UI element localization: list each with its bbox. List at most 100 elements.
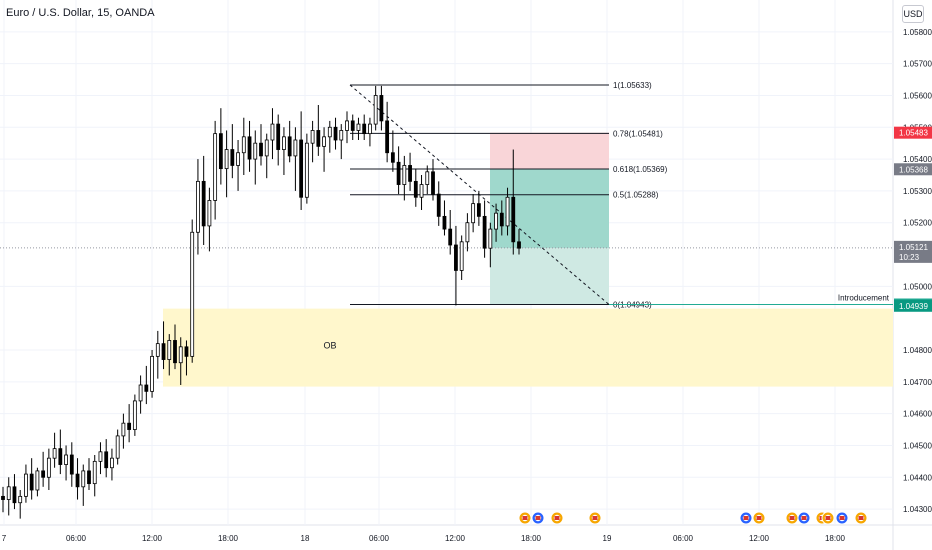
candle-body bbox=[35, 470, 40, 491]
candle-body bbox=[431, 171, 435, 195]
price-axis-panel bbox=[893, 0, 932, 550]
fib-level-label: 0.618(1.05369) bbox=[613, 165, 668, 174]
price-label-text: 1.05483 bbox=[899, 129, 928, 138]
candle-body bbox=[190, 231, 195, 357]
y-tick-label: 1.05700 bbox=[903, 60, 932, 69]
candle-body bbox=[476, 203, 481, 217]
candle-body bbox=[379, 95, 384, 122]
event-flag-stripe bbox=[535, 516, 541, 520]
event-flag-icon bbox=[752, 511, 766, 525]
candle-body bbox=[459, 241, 464, 271]
candle-body bbox=[390, 152, 395, 163]
y-tick-label: 1.04600 bbox=[903, 410, 932, 419]
candle-body bbox=[87, 470, 91, 485]
candle-body bbox=[150, 355, 154, 392]
position-filled-zone bbox=[490, 169, 609, 248]
candle-body bbox=[442, 215, 447, 230]
countdown-label: 10:23 bbox=[899, 253, 920, 262]
candle-body bbox=[52, 448, 57, 459]
candle-body bbox=[494, 212, 498, 230]
candle-body bbox=[201, 180, 206, 227]
candle-body bbox=[454, 244, 458, 271]
y-tick-label: 1.04500 bbox=[903, 441, 932, 450]
chart-title: Euro / U.S. Dollar, 15, OANDA bbox=[6, 7, 155, 19]
x-tick-label: 12:00 bbox=[749, 534, 770, 543]
candle-body bbox=[64, 454, 68, 465]
price-label-bg bbox=[894, 299, 932, 312]
candle-body bbox=[184, 346, 189, 357]
candle-body bbox=[419, 184, 424, 198]
candle-body bbox=[81, 470, 86, 488]
order-block-zone bbox=[163, 308, 893, 387]
y-tick-label: 1.05300 bbox=[903, 187, 932, 196]
event-flag-icon bbox=[821, 511, 835, 525]
candle-body bbox=[413, 180, 418, 198]
event-flag-stripe bbox=[858, 516, 864, 520]
event-flag-icon bbox=[797, 511, 811, 525]
y-tick-label: 1.04800 bbox=[903, 346, 932, 355]
event-flag-icon bbox=[854, 511, 868, 525]
candle-body bbox=[213, 133, 218, 201]
y-tick-label: 1.04700 bbox=[903, 378, 932, 387]
candle-body bbox=[402, 165, 407, 185]
candle-body bbox=[276, 123, 281, 150]
y-tick-label: 1.05800 bbox=[903, 28, 932, 37]
candle-body bbox=[517, 241, 521, 249]
event-flag-icon bbox=[785, 511, 799, 525]
candle-body bbox=[24, 473, 28, 497]
candle-body bbox=[207, 200, 212, 227]
x-tick-label: 06:00 bbox=[369, 534, 390, 543]
candle-body bbox=[465, 222, 470, 243]
x-tick-label: 06:00 bbox=[673, 534, 694, 543]
fib-level-label: 0.5(1.05288) bbox=[613, 191, 659, 200]
candle-body bbox=[499, 212, 504, 227]
currency-button[interactable]: USD bbox=[902, 5, 924, 23]
event-flag-stripe bbox=[756, 516, 762, 520]
candle-body bbox=[396, 161, 401, 185]
candle-body bbox=[236, 152, 240, 166]
event-flag-stripe bbox=[801, 516, 807, 520]
y-tick-label: 1.04400 bbox=[903, 473, 932, 482]
candle-body bbox=[345, 120, 349, 131]
candle-body bbox=[448, 228, 453, 246]
event-flag-icon bbox=[518, 511, 532, 525]
candle-body bbox=[350, 120, 355, 131]
price-label-text: 1.05368 bbox=[899, 165, 928, 174]
event-flag-icon bbox=[739, 511, 753, 525]
candle-body bbox=[316, 130, 321, 147]
event-flag-stripe bbox=[789, 516, 795, 520]
candle-body bbox=[6, 486, 11, 500]
candle-body bbox=[373, 95, 378, 125]
candle-body bbox=[385, 120, 390, 154]
event-flag-stripe bbox=[839, 516, 845, 520]
candle-body bbox=[264, 139, 269, 157]
candle-body bbox=[482, 215, 487, 249]
fib-level-label: 1(1.05633) bbox=[613, 81, 652, 90]
introducement-label: Introducement bbox=[838, 294, 890, 303]
y-tick-label: 1.05600 bbox=[903, 91, 932, 100]
x-tick-label: 18 bbox=[301, 534, 310, 543]
candle-body bbox=[46, 457, 51, 478]
candle-body bbox=[127, 422, 132, 430]
candle-body bbox=[115, 435, 120, 459]
fib-trend-line bbox=[349, 84, 610, 305]
candle-body bbox=[167, 340, 172, 360]
price-label-bg bbox=[894, 163, 932, 176]
candle-body bbox=[368, 123, 372, 135]
event-flag-icon bbox=[835, 511, 849, 525]
candle-body bbox=[471, 203, 476, 224]
price-label-text: 1.04939 bbox=[899, 302, 928, 311]
y-tick-label: 1.05400 bbox=[903, 155, 932, 164]
candle-body bbox=[425, 171, 430, 185]
candle-body bbox=[293, 139, 298, 157]
candle-body bbox=[247, 136, 252, 160]
last-price-label: 1.05121 bbox=[899, 243, 928, 252]
candle-body bbox=[121, 422, 126, 437]
candle-body bbox=[58, 448, 63, 465]
candle-body bbox=[327, 126, 332, 138]
candle-body bbox=[1, 495, 5, 500]
candle-body bbox=[18, 495, 23, 504]
candle-body bbox=[230, 149, 235, 166]
candle-body bbox=[299, 139, 304, 198]
